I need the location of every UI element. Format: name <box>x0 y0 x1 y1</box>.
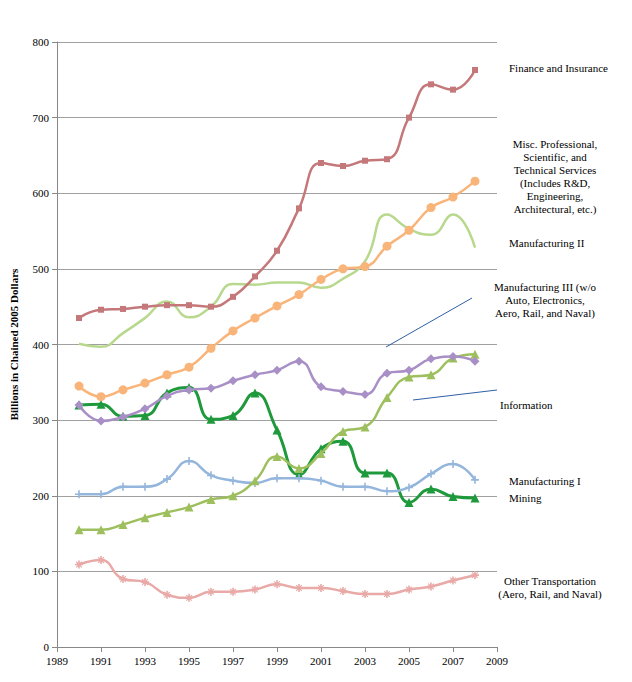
svg-text:500: 500 <box>33 263 50 275</box>
svg-text:Manufacturing III (w/o: Manufacturing III (w/o <box>494 281 597 294</box>
svg-text:Auto, Electronics,: Auto, Electronics, <box>505 294 585 306</box>
svg-text:Other Transportation: Other Transportation <box>504 575 596 587</box>
svg-text:0: 0 <box>44 641 50 653</box>
svg-text:(Aero, Rail, and Naval): (Aero, Rail, and Naval) <box>498 588 602 601</box>
svg-text:1999: 1999 <box>266 655 289 667</box>
svg-text:300: 300 <box>33 414 50 426</box>
svg-text:1993: 1993 <box>134 655 157 667</box>
svg-text:600: 600 <box>33 187 50 199</box>
svg-text:200: 200 <box>33 490 50 502</box>
svg-text:Billions in Chained 2005 Dolla: Billions in Chained 2005 Dollars <box>8 268 20 420</box>
svg-text:1995: 1995 <box>178 655 201 667</box>
svg-text:Scientific, and: Scientific, and <box>523 151 587 163</box>
svg-text:100: 100 <box>33 565 50 577</box>
svg-text:2003: 2003 <box>354 655 377 667</box>
svg-text:Manufacturing I: Manufacturing I <box>509 475 581 487</box>
svg-text:Information: Information <box>500 399 553 411</box>
svg-text:1991: 1991 <box>90 655 112 667</box>
svg-text:Engineering,: Engineering, <box>527 190 584 202</box>
svg-text:Technical Services: Technical Services <box>514 164 597 176</box>
svg-text:2001: 2001 <box>310 655 332 667</box>
svg-text:Mining: Mining <box>509 492 542 504</box>
svg-text:800: 800 <box>33 36 50 48</box>
svg-text:1989: 1989 <box>46 655 69 667</box>
svg-text:2007: 2007 <box>442 655 465 667</box>
svg-text:2009: 2009 <box>486 655 509 667</box>
svg-text:2005: 2005 <box>398 655 421 667</box>
svg-text:700: 700 <box>33 112 50 124</box>
svg-text:Misc. Professional,: Misc. Professional, <box>513 138 598 150</box>
svg-text:Finance and Insurance: Finance and Insurance <box>509 62 608 74</box>
svg-text:Manufacturing II: Manufacturing II <box>509 237 585 249</box>
svg-text:Aero, Rail, and Naval): Aero, Rail, and Naval) <box>495 307 595 320</box>
svg-text:Architectural, etc.): Architectural, etc.) <box>514 203 597 216</box>
svg-text:(Includes R&D,: (Includes R&D, <box>520 177 591 190</box>
svg-text:1997: 1997 <box>222 655 245 667</box>
svg-text:400: 400 <box>33 339 50 351</box>
